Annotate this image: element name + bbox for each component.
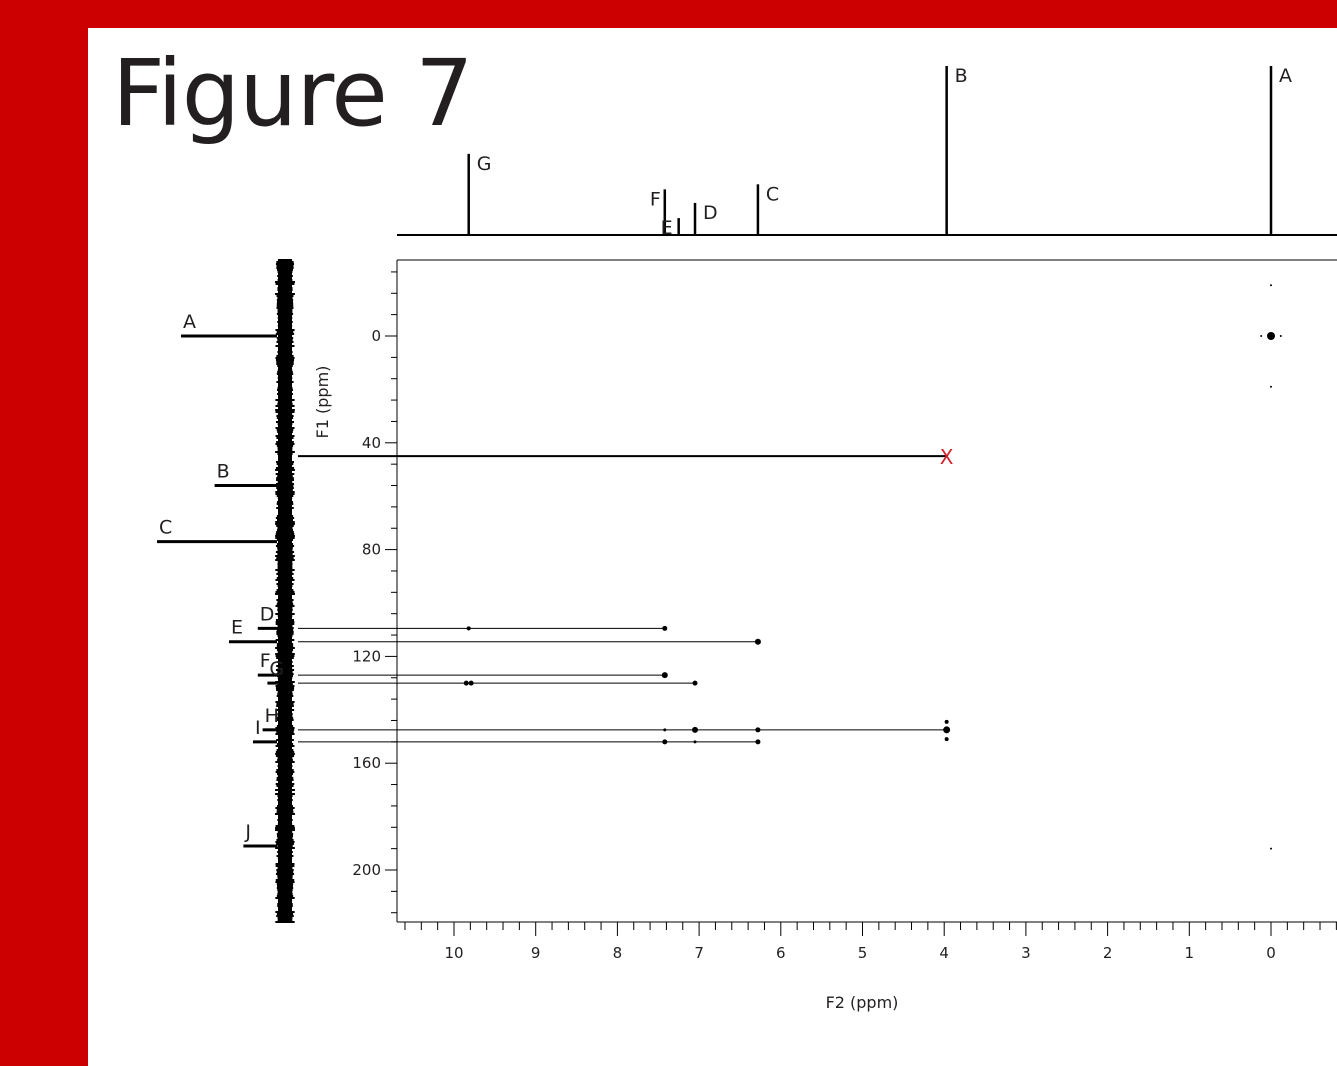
x-axis-label: F2 (ppm): [826, 993, 899, 1012]
cross-peak-dot: [661, 672, 668, 679]
cross-peak-dot: [943, 726, 951, 734]
left-projection-peak-label: J: [244, 821, 251, 843]
correlation-marker-x: X: [940, 445, 954, 469]
top-projection-peak-label: C: [766, 183, 779, 205]
cross-peak-dot: [663, 728, 667, 732]
y-tick-label: 160: [352, 754, 381, 772]
cross-peak-dot: [944, 737, 949, 742]
x-tick-label: 7: [694, 944, 704, 962]
top-projection-peak-label: E: [661, 217, 673, 239]
cross-peak-dot: [754, 638, 761, 645]
y-tick-label: 80: [362, 541, 381, 559]
y-axis-label: F1 (ppm): [313, 366, 332, 439]
left-projection-peak-label: H: [265, 705, 279, 727]
cross-peak-dot: [468, 680, 474, 686]
top-projection-peak-label: G: [477, 153, 492, 175]
x-tick-label: 6: [776, 944, 786, 962]
x-tick-label: 5: [858, 944, 868, 962]
y-tick-label: 120: [352, 647, 381, 665]
figure-panel: Figure 7 10 9 8 7 6 5 4 3 2 1 0 F2 (ppm) 0 40 80 120 160…: [88, 28, 1337, 1066]
cross-peak-dot: [944, 719, 949, 724]
cross-peak-dot: [662, 625, 668, 631]
y-tick-label: 40: [362, 434, 381, 452]
cross-peak-dot: [662, 739, 668, 745]
x-tick-label: 1: [1185, 944, 1195, 962]
left-projection-peak-label: A: [183, 311, 196, 333]
cross-peak-dot: [755, 727, 761, 733]
figure-title: Figure 7: [112, 40, 474, 147]
cross-peak-dot: [1270, 847, 1272, 850]
cross-peak-dot: [466, 626, 471, 631]
top-projection-peak-label: D: [703, 202, 718, 224]
x-tick-label: 10: [444, 944, 463, 962]
cross-peak-dot: [692, 680, 698, 686]
x-tick-label: 8: [613, 944, 623, 962]
left-projection-peak-label: B: [217, 461, 230, 483]
x-tick-label: 0: [1266, 944, 1276, 962]
left-projection-peak-label: F: [260, 650, 271, 672]
x-tick-label: 2: [1103, 944, 1113, 962]
cross-peak-dot: [463, 680, 469, 686]
cross-peak-dot: [1270, 385, 1272, 388]
x-tick-label: 9: [531, 944, 541, 962]
top-projection-peak-label: A: [1279, 65, 1292, 87]
x-tick-label: 4: [939, 944, 949, 962]
left-red-band: [0, 0, 88, 1066]
x-tick-label: 3: [1021, 944, 1031, 962]
left-projection-peak-label: G: [269, 658, 284, 680]
cross-peak-dot: [1279, 335, 1282, 337]
y-tick-label: 200: [352, 861, 381, 879]
top-projection-peak-label: B: [955, 65, 968, 87]
cross-peak-dot: [1260, 335, 1263, 337]
left-projection-peak-label: D: [260, 603, 275, 625]
top-red-band: [0, 0, 1337, 28]
left-projection-peak-label: I: [255, 717, 261, 739]
left-projection-spectrum: [278, 260, 292, 923]
cross-peak-dot: [755, 739, 761, 745]
left-projection-peak-label: E: [231, 617, 243, 639]
cross-peak-dot: [1270, 284, 1272, 287]
cross-peak-dot: [1267, 332, 1275, 340]
cross-peak-dot: [692, 726, 699, 733]
top-projection-peak-label: F: [650, 188, 661, 210]
left-projection-peak-label: C: [159, 517, 172, 539]
cross-peak-dot: [693, 740, 697, 744]
y-tick-label: 0: [371, 327, 381, 345]
